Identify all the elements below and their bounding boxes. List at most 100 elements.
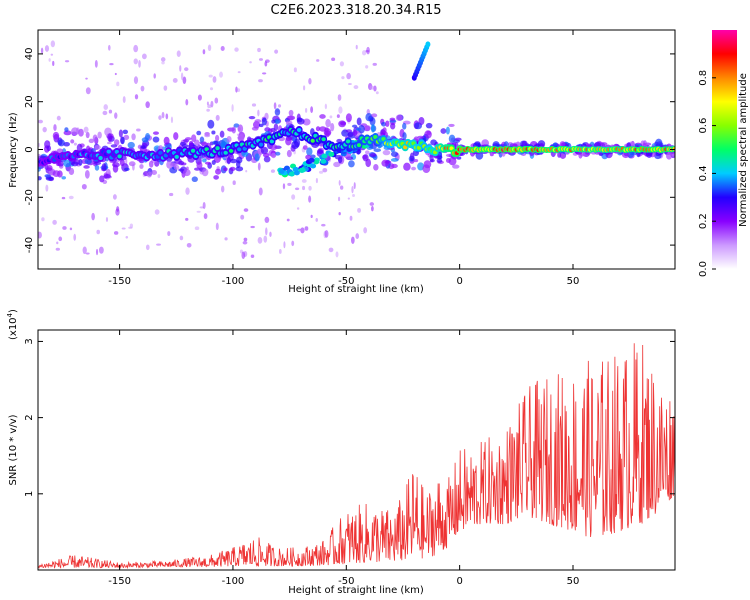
- spectrogram-branch-blob: [321, 153, 328, 159]
- spectrogram-ridge-core: [223, 150, 228, 155]
- spectrogram-speckle: [215, 222, 219, 231]
- spectrogram-speckle: [234, 47, 239, 52]
- spectrogram-halo: [254, 153, 260, 162]
- spectrogram-halo: [373, 148, 382, 153]
- spectrogram-halo: [302, 145, 308, 150]
- spectrogram-speckle: [116, 81, 120, 87]
- spectrogram-speckle: [45, 184, 49, 192]
- spectrogram-speckle: [283, 241, 286, 249]
- spectrogram-speckle: [38, 119, 44, 124]
- spectrogram-speckle: [185, 187, 190, 195]
- spectrogram-halo: [422, 164, 431, 174]
- spectrogram-speckle: [338, 211, 341, 216]
- spectrogram-halo: [287, 115, 296, 121]
- spectrogram-halo: [57, 139, 65, 147]
- spectrogram-speckle: [270, 169, 275, 173]
- spectrogram-speckle: [133, 44, 139, 53]
- spectrogram-speckle: [61, 196, 66, 200]
- spectrogram-speckle: [50, 40, 56, 48]
- spectrogram-speckle: [219, 71, 223, 78]
- colorbar-label: Normalized spectral amplitude: [738, 73, 749, 227]
- spectrogram-speckle: [91, 212, 95, 221]
- spectrogram-y-ticks: -40 -20 0 20 40: [24, 48, 675, 253]
- spectrogram-halo: [600, 142, 608, 146]
- spectrogram-halo: [345, 113, 352, 123]
- spectrogram-halo: [371, 113, 378, 118]
- spectrogram-halo: [274, 108, 281, 116]
- spectrogram-ridge-core: [258, 142, 264, 147]
- spectrogram-halo: [381, 121, 387, 127]
- spectrogram-speckle: [209, 87, 214, 91]
- spectrogram-halo: [418, 116, 425, 126]
- spectrogram-speckle: [208, 74, 213, 78]
- spectrogram-ridge-core: [356, 143, 362, 148]
- spectrogram-speckle: [282, 183, 286, 190]
- spectrogram-halo: [122, 129, 129, 135]
- spectrogram-ridge-core: [345, 139, 351, 144]
- spectrogram-speckle: [278, 249, 282, 254]
- spectrogram-speckle: [52, 60, 55, 67]
- spectrogram-speckle: [207, 104, 212, 109]
- spectrogram-speckle: [316, 59, 320, 62]
- spectrogram-halo: [93, 161, 102, 166]
- spectrogram-speckle: [157, 174, 161, 179]
- spectrogram-halo: [271, 152, 277, 159]
- spectrogram-halo: [261, 117, 267, 126]
- spectrogram-speckle: [136, 128, 141, 132]
- spectrogram-halo: [236, 156, 243, 164]
- spectrogram-speckle: [242, 241, 248, 245]
- spectrogram-halo: [274, 119, 280, 124]
- spectrogram-halo: [323, 128, 332, 137]
- spectrogram-halo: [258, 123, 264, 128]
- spectrogram-speckle: [203, 213, 208, 220]
- spectrogram-halo: [101, 163, 107, 172]
- spectrogram-speckle: [291, 240, 295, 247]
- spectrogram-speckle: [172, 77, 178, 83]
- spectrogram-speckle: [243, 208, 249, 212]
- spectrogram-speckle: [73, 142, 78, 146]
- spectrogram-speckle: [62, 226, 67, 230]
- spectrogram-speckle: [138, 60, 141, 68]
- spectrogram-speckle: [58, 236, 63, 242]
- spectrogram-halo: [148, 160, 154, 168]
- spectrogram-speckle: [346, 72, 351, 80]
- spectrogram-halo: [86, 145, 91, 152]
- spectrogram-speckle: [257, 162, 261, 171]
- spectrogram-halo: [223, 167, 228, 172]
- spectrogram-halo: [163, 136, 170, 145]
- spectrogram-speckle: [328, 247, 334, 253]
- spectrogram-halo: [94, 144, 101, 150]
- spectrogram-speckle: [241, 251, 246, 259]
- spectrogram-speckle: [341, 76, 345, 80]
- spectrogram-ridge-core: [117, 154, 122, 159]
- spectrogram-halo: [204, 134, 211, 138]
- spectrogram-halo: [351, 124, 358, 128]
- spectrogram-halo: [274, 151, 281, 156]
- spectrogram-halo: [84, 170, 90, 179]
- spectrogram-ridge-core: [215, 146, 220, 151]
- spectrogram-speckle: [169, 192, 174, 197]
- spectrogram-speckle: [231, 104, 234, 112]
- spectrogram-halo: [63, 159, 72, 168]
- spectrogram-halo: [358, 124, 365, 134]
- spectrogram-halo: [436, 158, 443, 163]
- spectrogram-speckle: [133, 76, 139, 85]
- spectrogram-speckle: [52, 219, 57, 225]
- spectrogram-ridge-core: [204, 147, 209, 152]
- snr-x-tick-label: -150: [108, 576, 131, 587]
- spectrogram-speckle: [156, 243, 161, 246]
- spectrogram-speckle: [372, 62, 377, 66]
- spectrogram-speckle: [350, 236, 355, 244]
- spectrogram-speckle: [64, 60, 70, 63]
- spectrogram-halo: [169, 162, 178, 167]
- spectrogram-speckle: [224, 237, 228, 241]
- spectrogram-speckle: [274, 49, 279, 54]
- spectrogram-speckle: [324, 103, 328, 110]
- spectrogram-speckle: [310, 106, 314, 113]
- colorbar-gradient: [712, 30, 737, 269]
- spectrogram-speckle: [182, 76, 187, 85]
- spectrogram-speckle: [153, 73, 156, 79]
- spectrogram-halo: [430, 139, 437, 146]
- spectrogram-halo: [179, 141, 186, 146]
- spectrogram-halo: [70, 139, 75, 144]
